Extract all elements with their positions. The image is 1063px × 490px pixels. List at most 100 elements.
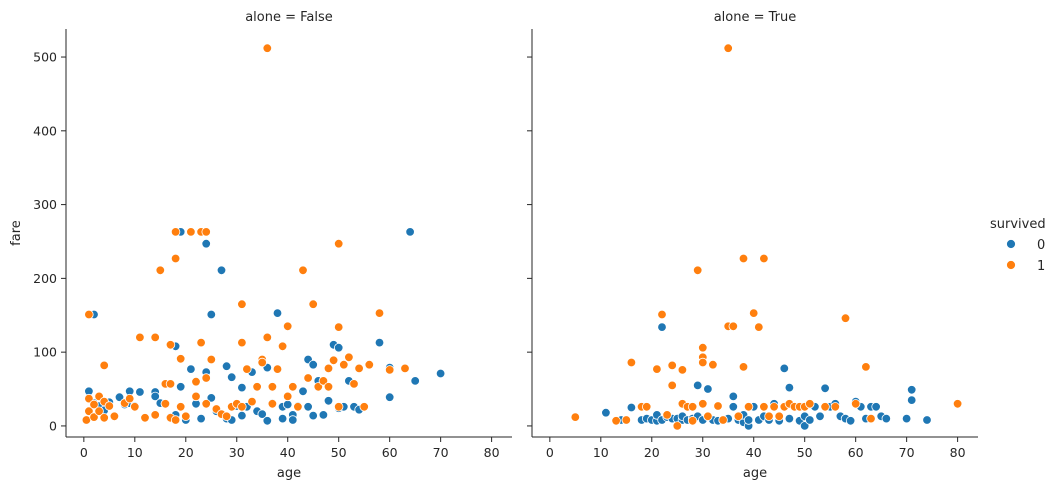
point-survived-1 bbox=[237, 337, 247, 348]
point-survived-1 bbox=[662, 410, 672, 420]
point-survived-1 bbox=[764, 411, 774, 422]
point-survived-0 bbox=[323, 396, 334, 406]
point-survived-1 bbox=[303, 373, 313, 383]
panel-title-alone-false: alone = False bbox=[245, 10, 333, 25]
y-tick-label: 200 bbox=[33, 271, 57, 286]
point-survived-1 bbox=[698, 357, 708, 368]
point-survived-1 bbox=[94, 406, 104, 416]
point-survived-0 bbox=[226, 372, 237, 382]
point-survived-1 bbox=[201, 227, 211, 237]
point-survived-1 bbox=[99, 413, 109, 423]
legend-marker-0 bbox=[1006, 239, 1016, 249]
point-survived-1 bbox=[672, 421, 683, 431]
points-layer bbox=[570, 43, 963, 431]
point-survived-1 bbox=[186, 227, 196, 237]
x-ticks: 0 10 20 30 40 50 60 70 80 bbox=[546, 437, 966, 460]
y-ticks: 0 100 200 300 400 500 bbox=[33, 50, 66, 433]
point-survived-1 bbox=[247, 396, 257, 407]
legend-label-0: 0 bbox=[1037, 238, 1045, 253]
point-survived-1 bbox=[713, 401, 723, 411]
point-survived-1 bbox=[652, 364, 662, 374]
point-survived-1 bbox=[99, 360, 109, 371]
legend-label-1: 1 bbox=[1037, 259, 1045, 274]
point-survived-1 bbox=[611, 416, 621, 426]
point-survived-1 bbox=[698, 399, 708, 409]
point-survived-0 bbox=[805, 415, 815, 425]
point-survived-0 bbox=[288, 415, 298, 425]
point-survived-1 bbox=[667, 360, 677, 371]
x-tick-label: 50 bbox=[797, 445, 813, 460]
point-survived-0 bbox=[308, 360, 318, 370]
point-survived-1 bbox=[283, 321, 293, 332]
point-survived-1 bbox=[84, 406, 94, 416]
point-survived-1 bbox=[657, 309, 667, 320]
point-survived-1 bbox=[769, 402, 779, 412]
x-tick-label: 80 bbox=[484, 445, 500, 460]
panel-alone-true: alone = True 0 10 20 30 40 50 60 70 80 age bbox=[527, 10, 978, 481]
point-survived-1 bbox=[728, 321, 739, 332]
point-survived-1 bbox=[642, 402, 652, 412]
point-survived-0 bbox=[845, 416, 856, 426]
point-survived-0 bbox=[922, 415, 932, 425]
point-survived-1 bbox=[150, 332, 160, 343]
point-survived-1 bbox=[323, 363, 334, 374]
y-tick-label: 300 bbox=[33, 197, 57, 212]
legend: survived 0 1 bbox=[990, 217, 1046, 274]
point-survived-0 bbox=[907, 385, 917, 395]
point-survived-1 bbox=[89, 399, 99, 410]
point-survived-1 bbox=[252, 382, 262, 392]
point-survived-1 bbox=[262, 332, 273, 343]
point-survived-0 bbox=[201, 238, 211, 249]
x-tick-label: 0 bbox=[80, 445, 88, 460]
point-survived-1 bbox=[328, 355, 339, 366]
point-survived-1 bbox=[283, 391, 293, 402]
point-survived-1 bbox=[272, 364, 283, 374]
point-survived-0 bbox=[881, 413, 892, 424]
point-survived-1 bbox=[830, 402, 841, 412]
x-axis-label: age bbox=[743, 466, 767, 481]
point-survived-1 bbox=[364, 360, 375, 370]
legend-marker-1 bbox=[1006, 260, 1016, 270]
point-survived-1 bbox=[738, 362, 749, 372]
point-survived-1 bbox=[313, 382, 324, 392]
panel-alone-false: alone = False 0 10 20 30 40 50 60 70 80 0 100 200 3… bbox=[9, 10, 512, 481]
x-tick-label: 70 bbox=[433, 445, 449, 460]
point-survived-1 bbox=[723, 43, 733, 53]
point-survived-1 bbox=[359, 402, 369, 412]
point-survived-1 bbox=[621, 415, 632, 425]
point-survived-1 bbox=[344, 352, 354, 363]
legend-title: survived bbox=[990, 217, 1046, 232]
y-tick-label: 100 bbox=[33, 345, 57, 360]
point-survived-0 bbox=[728, 391, 739, 402]
x-tick-label: 10 bbox=[593, 445, 609, 460]
point-survived-1 bbox=[385, 365, 395, 375]
point-survived-1 bbox=[89, 412, 99, 422]
point-survived-1 bbox=[293, 402, 303, 412]
point-survived-0 bbox=[262, 416, 273, 426]
point-survived-1 bbox=[374, 308, 385, 318]
point-survived-1 bbox=[135, 332, 145, 343]
point-survived-1 bbox=[267, 399, 278, 409]
point-survived-1 bbox=[805, 399, 815, 409]
point-survived-0 bbox=[784, 413, 795, 424]
point-survived-0 bbox=[743, 415, 754, 425]
point-survived-1 bbox=[733, 411, 744, 422]
point-survived-0 bbox=[800, 421, 810, 431]
point-survived-1 bbox=[759, 253, 769, 264]
point-survived-0 bbox=[435, 368, 446, 379]
x-tick-label: 30 bbox=[229, 445, 245, 460]
point-survived-1 bbox=[130, 402, 140, 412]
point-survived-1 bbox=[237, 299, 247, 309]
x-ticks: 0 10 20 30 40 50 60 70 80 bbox=[80, 437, 500, 460]
point-survived-1 bbox=[165, 340, 176, 350]
point-survived-1 bbox=[718, 415, 728, 425]
point-survived-0 bbox=[815, 411, 825, 422]
y-tick-label: 0 bbox=[49, 418, 57, 433]
point-survived-1 bbox=[170, 415, 181, 425]
point-survived-0 bbox=[907, 395, 917, 405]
x-tick-label: 40 bbox=[746, 445, 762, 460]
point-survived-0 bbox=[135, 387, 145, 397]
point-survived-1 bbox=[155, 265, 166, 276]
point-survived-0 bbox=[601, 408, 611, 418]
point-survived-1 bbox=[165, 379, 176, 389]
